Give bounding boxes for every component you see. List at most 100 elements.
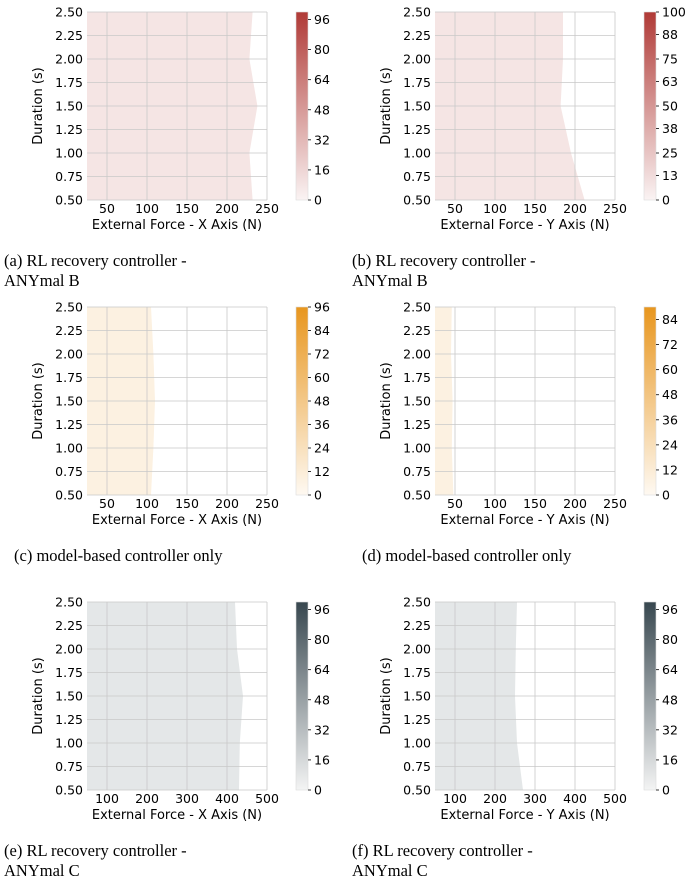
panel-f-chart: 100 200 300 400 500 0.50 0.75 1.00 1.25 1.50 1.75 2… <box>379 595 678 824</box>
y-axis-label: Duration (s) <box>379 67 394 145</box>
y-tick-label: 0.75 <box>55 759 83 774</box>
caption-line: ANYmal C <box>4 861 80 880</box>
colorbar <box>295 11 309 201</box>
y-tick-label: 2.50 <box>403 595 431 610</box>
y-tick-label: 2.25 <box>403 618 431 633</box>
y-tick-label: 2.50 <box>403 300 431 315</box>
y-tick-label: 2.25 <box>55 28 83 43</box>
y-tick-label: 2.50 <box>55 300 83 315</box>
y-tick-label: 2.25 <box>55 618 83 633</box>
y-tick-label: 2.00 <box>55 347 83 362</box>
y-tick-label: 2.50 <box>55 595 83 610</box>
y-tick-label: 1.25 <box>403 122 431 137</box>
colorbar-tick-label: 48 <box>314 394 330 409</box>
y-tick-label: 2.25 <box>403 28 431 43</box>
panel-d-chart: 50 100 150 200 250 0.50 0.75 1.00 1.25 1.50 1.75 2.… <box>379 300 678 529</box>
x-tick-label: 300 <box>523 791 547 806</box>
y-axis-label: Duration (s) <box>31 67 46 145</box>
y-tick-label: 1.50 <box>55 99 83 114</box>
y-tick-label: 2.25 <box>55 323 83 338</box>
caption-line: (b) RL recovery controller - <box>352 251 536 270</box>
colorbar-tick-label: 84 <box>314 323 330 338</box>
y-tick-label: 2.50 <box>55 5 83 20</box>
panel-b-chart: 50 100 150 200 2500.500.751.001.251.501.752.… <box>379 5 686 234</box>
y-tick-label: 1.50 <box>55 394 83 409</box>
y-tick-label: 2.25 <box>403 323 431 338</box>
panel-a-chart: 50 100 150 200 250 0.50 0.75 1.00 1.25 1.50 1.75 2.… <box>31 5 330 234</box>
colorbar-tick-label: 32 <box>662 722 678 737</box>
colorbar-tick-label: 63 <box>662 74 678 89</box>
colorbar-tick-label: 24 <box>662 437 678 452</box>
y-axis-label: Duration (s) <box>31 657 46 735</box>
y-axis-label: Duration (s) <box>379 362 394 440</box>
x-tick-label: 100 <box>135 201 159 216</box>
colorbar-tick-label: 25 <box>662 146 678 161</box>
colorbar-tick-label: 48 <box>314 102 330 117</box>
grid <box>435 601 616 791</box>
x-tick-label: 200 <box>215 496 239 511</box>
y-tick-label: 2.00 <box>55 52 83 67</box>
y-tick-label: 0.75 <box>403 464 431 479</box>
y-tick-label: 2.00 <box>55 642 83 657</box>
y-axis-label: Duration (s) <box>379 657 394 735</box>
y-tick-label: 1.50 <box>55 689 83 704</box>
colorbar-tick-label: 24 <box>314 441 330 456</box>
y-tick-label: 1.75 <box>55 370 83 385</box>
x-axis-label: External Force - X Axis (N) <box>92 218 262 233</box>
x-axis-label: External Force - Y Axis (N) <box>440 808 609 823</box>
panel-f-caption: (f) RL recovery controller - ANYmal C <box>352 841 533 881</box>
colorbar-tick-label: 0 <box>662 488 670 503</box>
y-tick-label: 0.50 <box>55 783 83 798</box>
colorbar-tick-label: 16 <box>314 162 330 177</box>
caption-line: (f) RL recovery controller - <box>352 841 533 860</box>
colorbar <box>295 306 309 496</box>
caption-line: (e) RL recovery controller - <box>4 841 187 860</box>
x-tick-label: 200 <box>483 791 507 806</box>
y-tick-label: 1.00 <box>55 441 83 456</box>
colorbar-tick-label: 84 <box>662 312 678 327</box>
colorbar-tick-label: 0 <box>314 488 322 503</box>
y-tick-label: 1.00 <box>403 441 431 456</box>
x-axis-label: External Force - Y Axis (N) <box>440 513 609 528</box>
x-tick-label: 500 <box>603 791 627 806</box>
panel-a-caption: (a) RL recovery controller - ANYmal B <box>4 251 187 291</box>
y-tick-label: 1.25 <box>55 712 83 727</box>
y-tick-label: 1.75 <box>55 75 83 90</box>
x-tick-label: 200 <box>563 201 587 216</box>
y-tick-label: 1.25 <box>55 122 83 137</box>
colorbar-tick-label: 100 <box>662 5 686 20</box>
panel-d-caption: (d) model-based controller only <box>362 546 571 566</box>
colorbar-tick-label: 60 <box>314 370 330 385</box>
y-tick-label: 0.75 <box>403 759 431 774</box>
panel-e-caption: (e) RL recovery controller - ANYmal C <box>4 841 187 881</box>
grid <box>435 11 616 201</box>
colorbar-tick-label: 0 <box>314 783 322 798</box>
colorbar-tick-label: 80 <box>314 632 330 647</box>
colorbar-tick-label: 16 <box>662 752 678 767</box>
y-tick-label: 2.00 <box>403 347 431 362</box>
x-tick-label: 150 <box>175 201 199 216</box>
caption-line: (c) model-based controller only <box>14 546 223 565</box>
colorbar-tick-label: 36 <box>662 412 678 427</box>
caption-line: ANYmal B <box>4 271 80 290</box>
panel-c-chart: 50 100 150 200 250 0.50 0.75 1.00 1.25 1.50 1.75 2.… <box>31 300 330 529</box>
colorbar-tick-label: 96 <box>314 602 330 617</box>
colorbar-tick-label: 32 <box>314 722 330 737</box>
x-tick-label: 100 <box>135 496 159 511</box>
y-tick-label: 0.50 <box>403 488 431 503</box>
x-axis-label: External Force - X Axis (N) <box>92 808 262 823</box>
x-tick-label: 50 <box>447 201 463 216</box>
colorbar-tick-label: 48 <box>662 387 678 402</box>
y-tick-label: 1.00 <box>55 736 83 751</box>
x-tick-label: 100 <box>443 791 467 806</box>
grid <box>87 601 268 791</box>
caption-line: (d) model-based controller only <box>362 546 572 565</box>
colorbar-tick-label: 80 <box>314 42 330 57</box>
y-tick-label: 1.25 <box>403 417 431 432</box>
colorbar-tick-label: 96 <box>314 12 330 27</box>
x-axis-label: External Force - X Axis (N) <box>92 513 262 528</box>
x-tick-label: 300 <box>175 791 199 806</box>
x-tick-label: 50 <box>447 496 463 511</box>
panel-e-chart: 100 200 300 400 500 0.50 0.75 1.00 1.25 1.50 1.75 2… <box>31 595 330 824</box>
x-tick-label: 400 <box>563 791 587 806</box>
